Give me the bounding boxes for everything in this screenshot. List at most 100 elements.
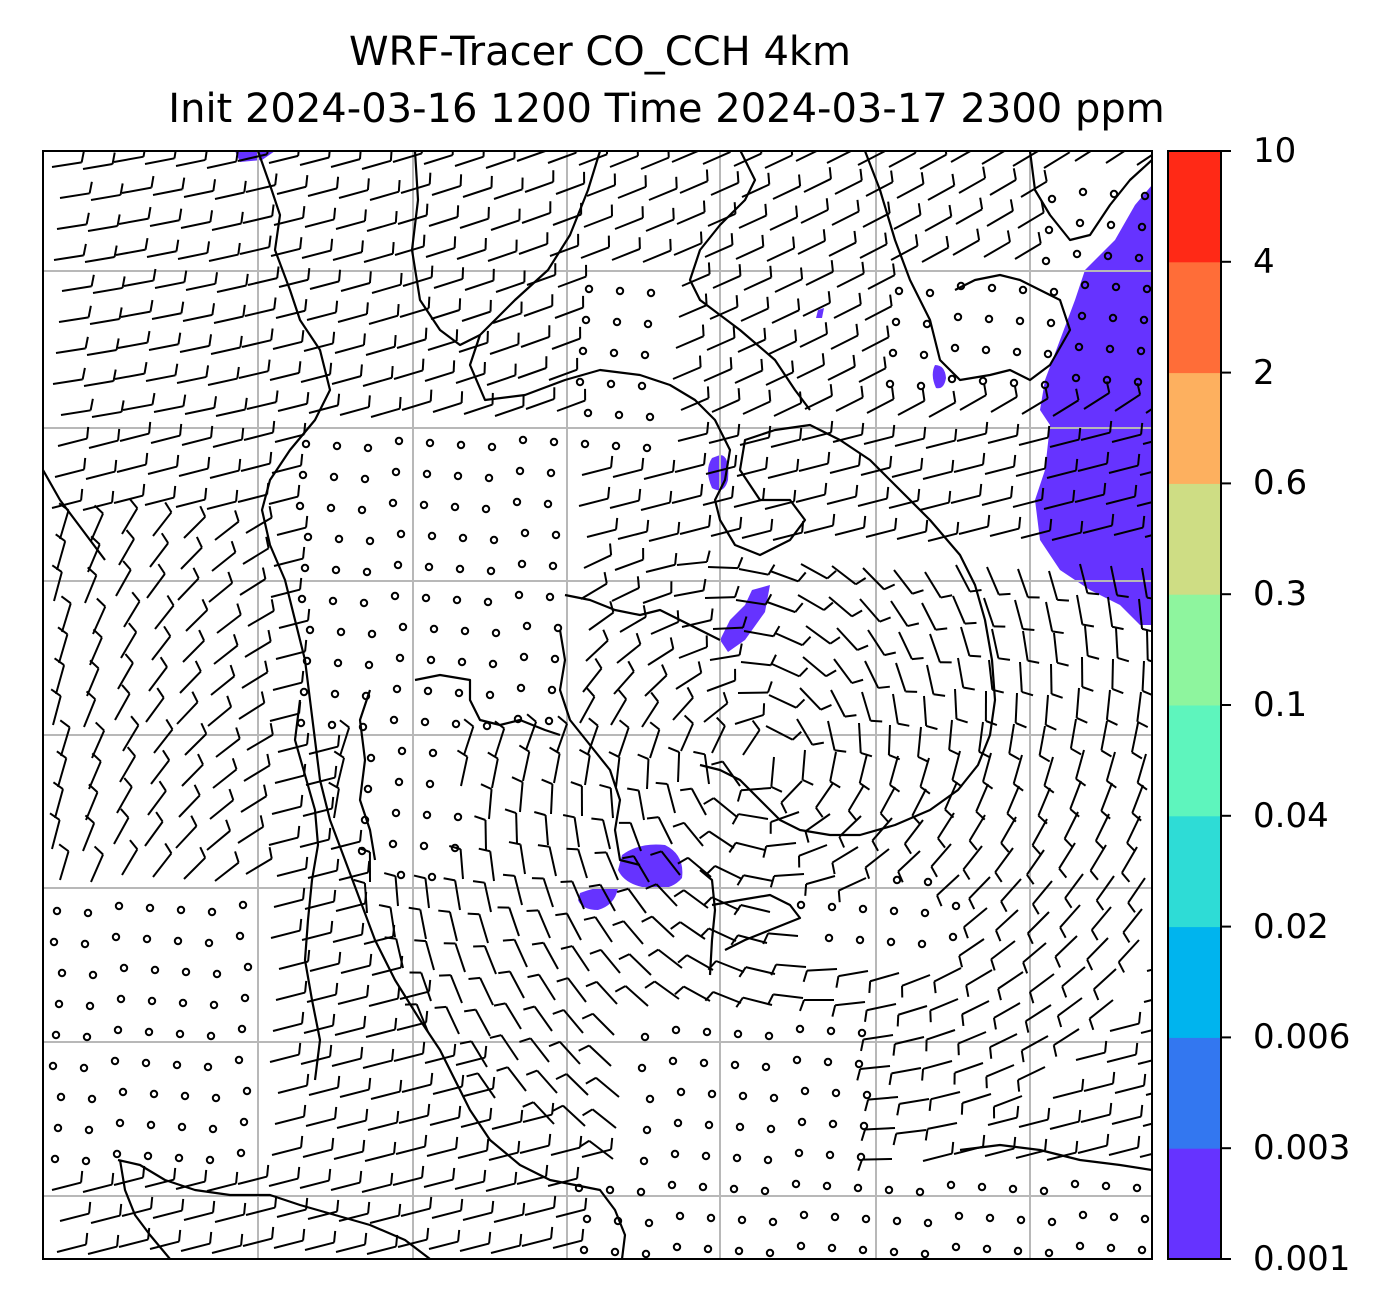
wind-barb [581, 455, 614, 476]
wind-barb [830, 689, 857, 718]
colorbar-tick-label: 0.6 [1253, 463, 1308, 504]
wind-barb [247, 266, 280, 286]
wind-barb [180, 1231, 213, 1252]
wind-barb [766, 236, 796, 262]
wind-barb [1008, 723, 1020, 761]
lat-lon-gridlines [43, 151, 1152, 1259]
calm-wind-marker [1013, 1246, 1023, 1256]
wind-barb [245, 173, 278, 193]
calm-wind-marker [1106, 220, 1116, 230]
wind-barb [178, 456, 211, 477]
calm-wind-marker [422, 810, 432, 820]
wind-barb [586, 517, 619, 538]
wind-barb [300, 362, 333, 383]
wind-barb [115, 237, 149, 256]
wind-barb [183, 1200, 216, 1221]
calm-wind-marker [305, 625, 315, 635]
wind-barb [937, 812, 955, 849]
wind-barb [337, 984, 370, 1005]
calm-wind-marker [393, 560, 403, 570]
wind-barb [648, 176, 678, 201]
wind-barb [780, 780, 803, 814]
calm-wind-marker [984, 314, 994, 324]
wind-barb [1136, 153, 1152, 166]
wind-barb [443, 877, 461, 911]
calm-wind-marker [360, 474, 370, 484]
coastline-segment [414, 673, 561, 737]
wind-barb [517, 356, 548, 379]
wind-barb [988, 659, 1004, 694]
calm-wind-marker [1044, 1248, 1054, 1258]
wind-barb [504, 808, 518, 844]
colorbar-segment [1168, 594, 1221, 706]
calm-wind-marker [550, 654, 560, 664]
calm-wind-marker [56, 1092, 66, 1102]
calm-wind-marker [827, 1243, 837, 1253]
calm-wind-marker [853, 1183, 863, 1193]
calm-wind-marker [920, 1249, 930, 1259]
wind-barb [439, 974, 463, 1004]
wind-barb [582, 657, 603, 693]
wind-barb [518, 232, 549, 255]
wind-barbs [48, 151, 1152, 1259]
wind-barb [735, 234, 765, 260]
calm-wind-marker [236, 1148, 246, 1158]
wind-barb [508, 841, 526, 875]
wind-barb [303, 331, 336, 352]
wind-barb [1061, 966, 1086, 998]
wind-barb [524, 170, 555, 193]
calm-wind-marker [1078, 1210, 1088, 1220]
calm-wind-marker [237, 1024, 247, 1034]
wind-barb [868, 972, 900, 993]
wind-barb [552, 1104, 586, 1127]
wind-barb [463, 392, 494, 415]
wind-barb [867, 629, 897, 657]
calm-wind-marker [956, 281, 966, 291]
wind-barb [55, 336, 89, 354]
wind-barb [362, 1048, 395, 1069]
wind-barb [1020, 1035, 1049, 1063]
wind-barb [925, 428, 958, 449]
calm-wind-marker [584, 284, 594, 294]
calm-wind-marker [424, 562, 434, 572]
calm-wind-marker [885, 379, 895, 389]
wind-barb [802, 968, 838, 983]
calm-wind-marker [925, 288, 935, 298]
wind-barb [797, 594, 834, 611]
wind-barb [888, 151, 917, 168]
wind-barb [271, 453, 304, 474]
wind-barb [431, 174, 463, 196]
wind-barb [269, 701, 302, 722]
map-background [43, 151, 1152, 1259]
wind-barb [115, 560, 132, 597]
wind-barb [214, 180, 247, 200]
calm-wind-marker [364, 660, 374, 670]
wind-barb [144, 811, 164, 847]
wind-barb [328, 781, 340, 819]
calm-wind-marker [1016, 1215, 1026, 1225]
wind-barb [338, 1201, 371, 1222]
wind-barb [1022, 630, 1040, 664]
wind-barb [269, 1042, 302, 1063]
wind-barb [183, 179, 217, 198]
wind-barb [712, 264, 742, 289]
wind-barb [87, 214, 121, 232]
wind-barb [51, 1170, 84, 1191]
wind-barb [274, 422, 307, 443]
wind-barb [181, 753, 204, 787]
wind-barb [614, 985, 649, 1007]
wind-barb [1083, 381, 1111, 410]
wind-barb [800, 563, 837, 580]
calm-wind-marker [178, 998, 188, 1008]
calm-wind-marker [425, 438, 435, 448]
wind-barb [541, 778, 554, 815]
calm-wind-marker [458, 533, 468, 543]
calm-wind-marker [1108, 313, 1118, 323]
wind-barb [153, 718, 174, 754]
wind-barb [580, 571, 608, 600]
wind-barb [534, 811, 549, 846]
wind-barb [154, 270, 188, 289]
wind-barb [1021, 386, 1049, 415]
calm-wind-marker [142, 934, 152, 944]
